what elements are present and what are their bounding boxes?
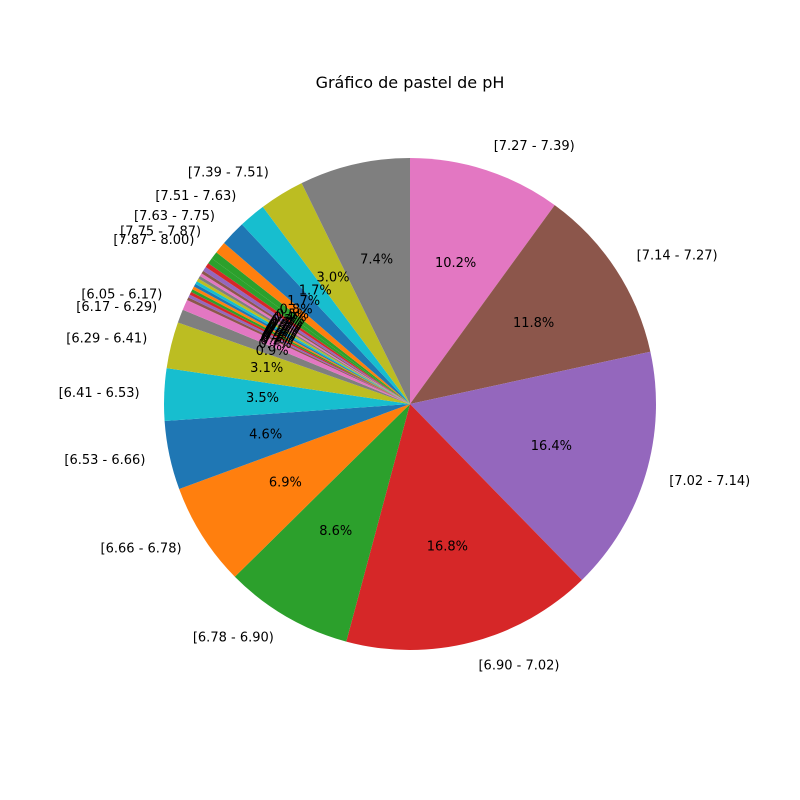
slice-percent-label: 3.0% bbox=[316, 271, 349, 286]
chart-title: Gráfico de pastel de pH bbox=[316, 73, 505, 92]
slice-percent-label: 0.3% bbox=[272, 313, 305, 328]
slice-label: [6.66 - 6.78) bbox=[101, 542, 182, 557]
slice-percent-label: 0.2% bbox=[267, 320, 300, 335]
slice-label: [7.39 - 7.51) bbox=[188, 166, 269, 181]
pie-slice bbox=[203, 267, 410, 404]
pie-slice bbox=[262, 183, 410, 404]
slice-percent-label: 0.8% bbox=[280, 303, 313, 318]
slice-percent-label: 6.9% bbox=[269, 476, 302, 491]
pie-slice bbox=[177, 309, 410, 404]
pie-slice bbox=[205, 263, 410, 404]
slice-percent-label: 3.1% bbox=[250, 361, 283, 376]
pie-slice bbox=[179, 404, 410, 577]
pie-slice bbox=[208, 258, 410, 404]
slice-label: [7.63 - 7.75) bbox=[134, 209, 215, 224]
pie-slice bbox=[164, 404, 410, 490]
slice-percent-label: 4.6% bbox=[249, 427, 282, 442]
pie-slice bbox=[193, 283, 410, 404]
slice-label: [6.90 - 7.02) bbox=[478, 658, 559, 673]
pie-slice bbox=[199, 273, 410, 404]
slice-label: [7.27 - 7.39) bbox=[494, 139, 575, 154]
slice-percent-label: 3.5% bbox=[246, 391, 279, 406]
pie-slice bbox=[192, 286, 410, 404]
slice-percent-label: 0.2% bbox=[268, 319, 301, 334]
slice-percent-label: 10.2% bbox=[435, 256, 476, 271]
pie-slice bbox=[189, 291, 410, 404]
slice-percent-label: 0.2% bbox=[263, 328, 296, 343]
slice-percent-label: 0.2% bbox=[260, 333, 293, 348]
pie-slice bbox=[188, 294, 410, 404]
slice-percent-label: 8.6% bbox=[319, 524, 352, 539]
slice-percent-label: 16.4% bbox=[531, 439, 572, 454]
slice-percent-label: 0.5% bbox=[276, 307, 309, 322]
pie-slice bbox=[166, 322, 410, 404]
slice-percent-label: 0.2% bbox=[269, 317, 302, 332]
slice-label: [6.17 - 6.29) bbox=[76, 300, 157, 315]
pie-slice bbox=[234, 404, 410, 642]
slice-label: [7.75 - 7.87) bbox=[120, 224, 201, 239]
slice-label: [6.05 - 6.17) bbox=[81, 287, 162, 302]
slice-label: [7.02 - 7.14) bbox=[669, 474, 750, 489]
pie-slice bbox=[182, 300, 410, 404]
slice-percent-label: 7.4% bbox=[360, 253, 393, 268]
pie-slice bbox=[191, 289, 410, 404]
slice-percent-label: 0.2% bbox=[262, 330, 295, 345]
slice-percent-label: 1.7% bbox=[287, 294, 320, 309]
slice-label: [7.51 - 7.63) bbox=[155, 189, 236, 204]
slice-label: [7.87 - 8.00) bbox=[113, 233, 194, 248]
pie-slice bbox=[410, 351, 656, 580]
slice-percent-label: 1.7% bbox=[299, 283, 332, 298]
slice-percent-label: 0.2% bbox=[266, 322, 299, 337]
pie-slice bbox=[211, 252, 410, 404]
pie-slice bbox=[195, 281, 410, 404]
pie-slice bbox=[198, 275, 410, 404]
pie-slices bbox=[164, 158, 656, 651]
slice-label: [6.78 - 6.90) bbox=[193, 630, 274, 645]
slice-percent-label: 0.2% bbox=[265, 324, 298, 339]
slice-percent-label: 0.9% bbox=[256, 344, 289, 359]
pie-slice bbox=[201, 270, 410, 404]
slice-percent-label: 11.8% bbox=[513, 316, 554, 331]
pie-slice bbox=[224, 224, 410, 404]
slice-percent-label: 0.2% bbox=[263, 327, 296, 342]
slice-percent-label: 16.8% bbox=[427, 539, 468, 554]
pie-slice bbox=[241, 206, 410, 404]
pie-slice bbox=[216, 242, 410, 404]
slice-label: [6.29 - 6.41) bbox=[66, 332, 147, 347]
pie-slice bbox=[301, 158, 410, 404]
pie-slice bbox=[410, 205, 651, 404]
slice-percent-label: 0.2% bbox=[261, 332, 294, 347]
pie-slice bbox=[346, 404, 582, 651]
slice-label: [7.14 - 7.27) bbox=[637, 249, 718, 264]
pie-slice bbox=[187, 297, 410, 404]
slice-percent-label: 0.7% bbox=[258, 337, 291, 352]
pie-labels: [7.27 - 7.39) 10.2% [7.14 - 7.27) 11.8% [7.0… bbox=[59, 139, 751, 673]
slice-percent-label: 0.3% bbox=[270, 315, 303, 330]
pie-slice bbox=[164, 368, 410, 422]
slice-percent-label: 0.4% bbox=[273, 311, 306, 326]
slice-percent-label: 0.2% bbox=[264, 325, 297, 340]
slice-label: [6.53 - 6.66) bbox=[64, 453, 145, 468]
pie-slice bbox=[196, 278, 410, 404]
slice-label: [6.41 - 6.53) bbox=[59, 386, 140, 401]
pie-slice bbox=[410, 158, 555, 404]
